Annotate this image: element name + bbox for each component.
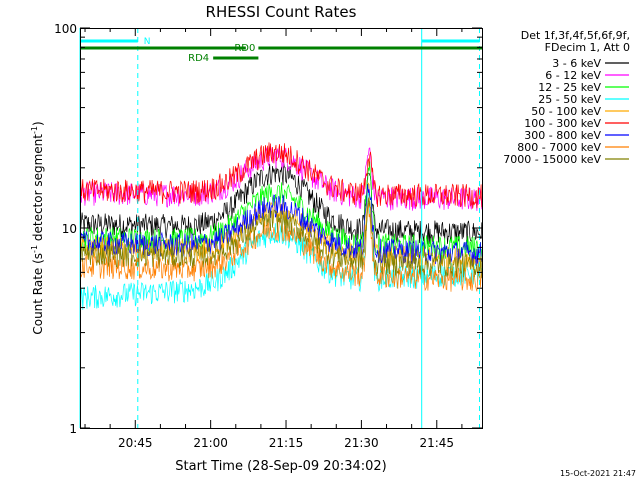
y-axis: 1 10 100	[54, 22, 482, 436]
rd0-flag-label: RD0	[234, 43, 255, 54]
x-tick-label: 21:30	[344, 436, 379, 450]
legend-label-7: 300 - 800 keV	[524, 129, 601, 142]
legend-label-5: 50 - 100 keV	[531, 105, 601, 118]
series-line-9	[79, 197, 483, 279]
series-line-3	[79, 161, 483, 260]
x-axis-label: Start Time (28-Sep-09 20:34:02)	[175, 459, 386, 474]
legend-label-4: 25 - 50 keV	[538, 93, 601, 106]
legend-label-3: 12 - 25 keV	[538, 81, 601, 94]
footer-timestamp: 15-Oct-2021 21:47	[560, 469, 636, 478]
legend-header-line-2: FDecim 1, Att 0	[545, 41, 630, 54]
x-tick-label: 21:15	[269, 436, 304, 450]
y-axis-label: Count Rate (s-1 detector segment-1)	[30, 121, 45, 334]
legend: Det 1f,3f,4f,5f,6f,9f, FDecim 1, Att 0 3…	[503, 29, 630, 166]
legend-label-2: 6 - 12 keV	[545, 69, 601, 82]
series-line-6	[79, 142, 483, 209]
legend-label-9: 7000 - 15000 keV	[503, 153, 601, 166]
y-tick-label: 1	[69, 422, 77, 436]
x-tick-label: 21:45	[419, 436, 454, 450]
y-tick-label: 10	[62, 222, 77, 236]
series-line-2	[79, 145, 483, 212]
night-flag-label: N	[144, 37, 151, 47]
x-tick-label: 21:00	[193, 436, 228, 450]
legend-label-1: 3 - 6 keV	[552, 57, 601, 70]
legend-header-line-1: Det 1f,3f,4f,5f,6f,9f,	[521, 29, 630, 42]
x-axis: 20:45 21:00 21:15 21:30 21:45	[84, 28, 463, 450]
x-tick-label: 20:45	[118, 436, 153, 450]
rd4-flag-label: RD4	[188, 53, 209, 64]
y-tick-label: 100	[54, 22, 77, 36]
legend-label-8: 800 - 7000 keV	[517, 141, 601, 154]
legend-label-6: 100 - 300 keV	[524, 117, 601, 130]
chart-title: RHESSI Count Rates	[206, 3, 357, 21]
